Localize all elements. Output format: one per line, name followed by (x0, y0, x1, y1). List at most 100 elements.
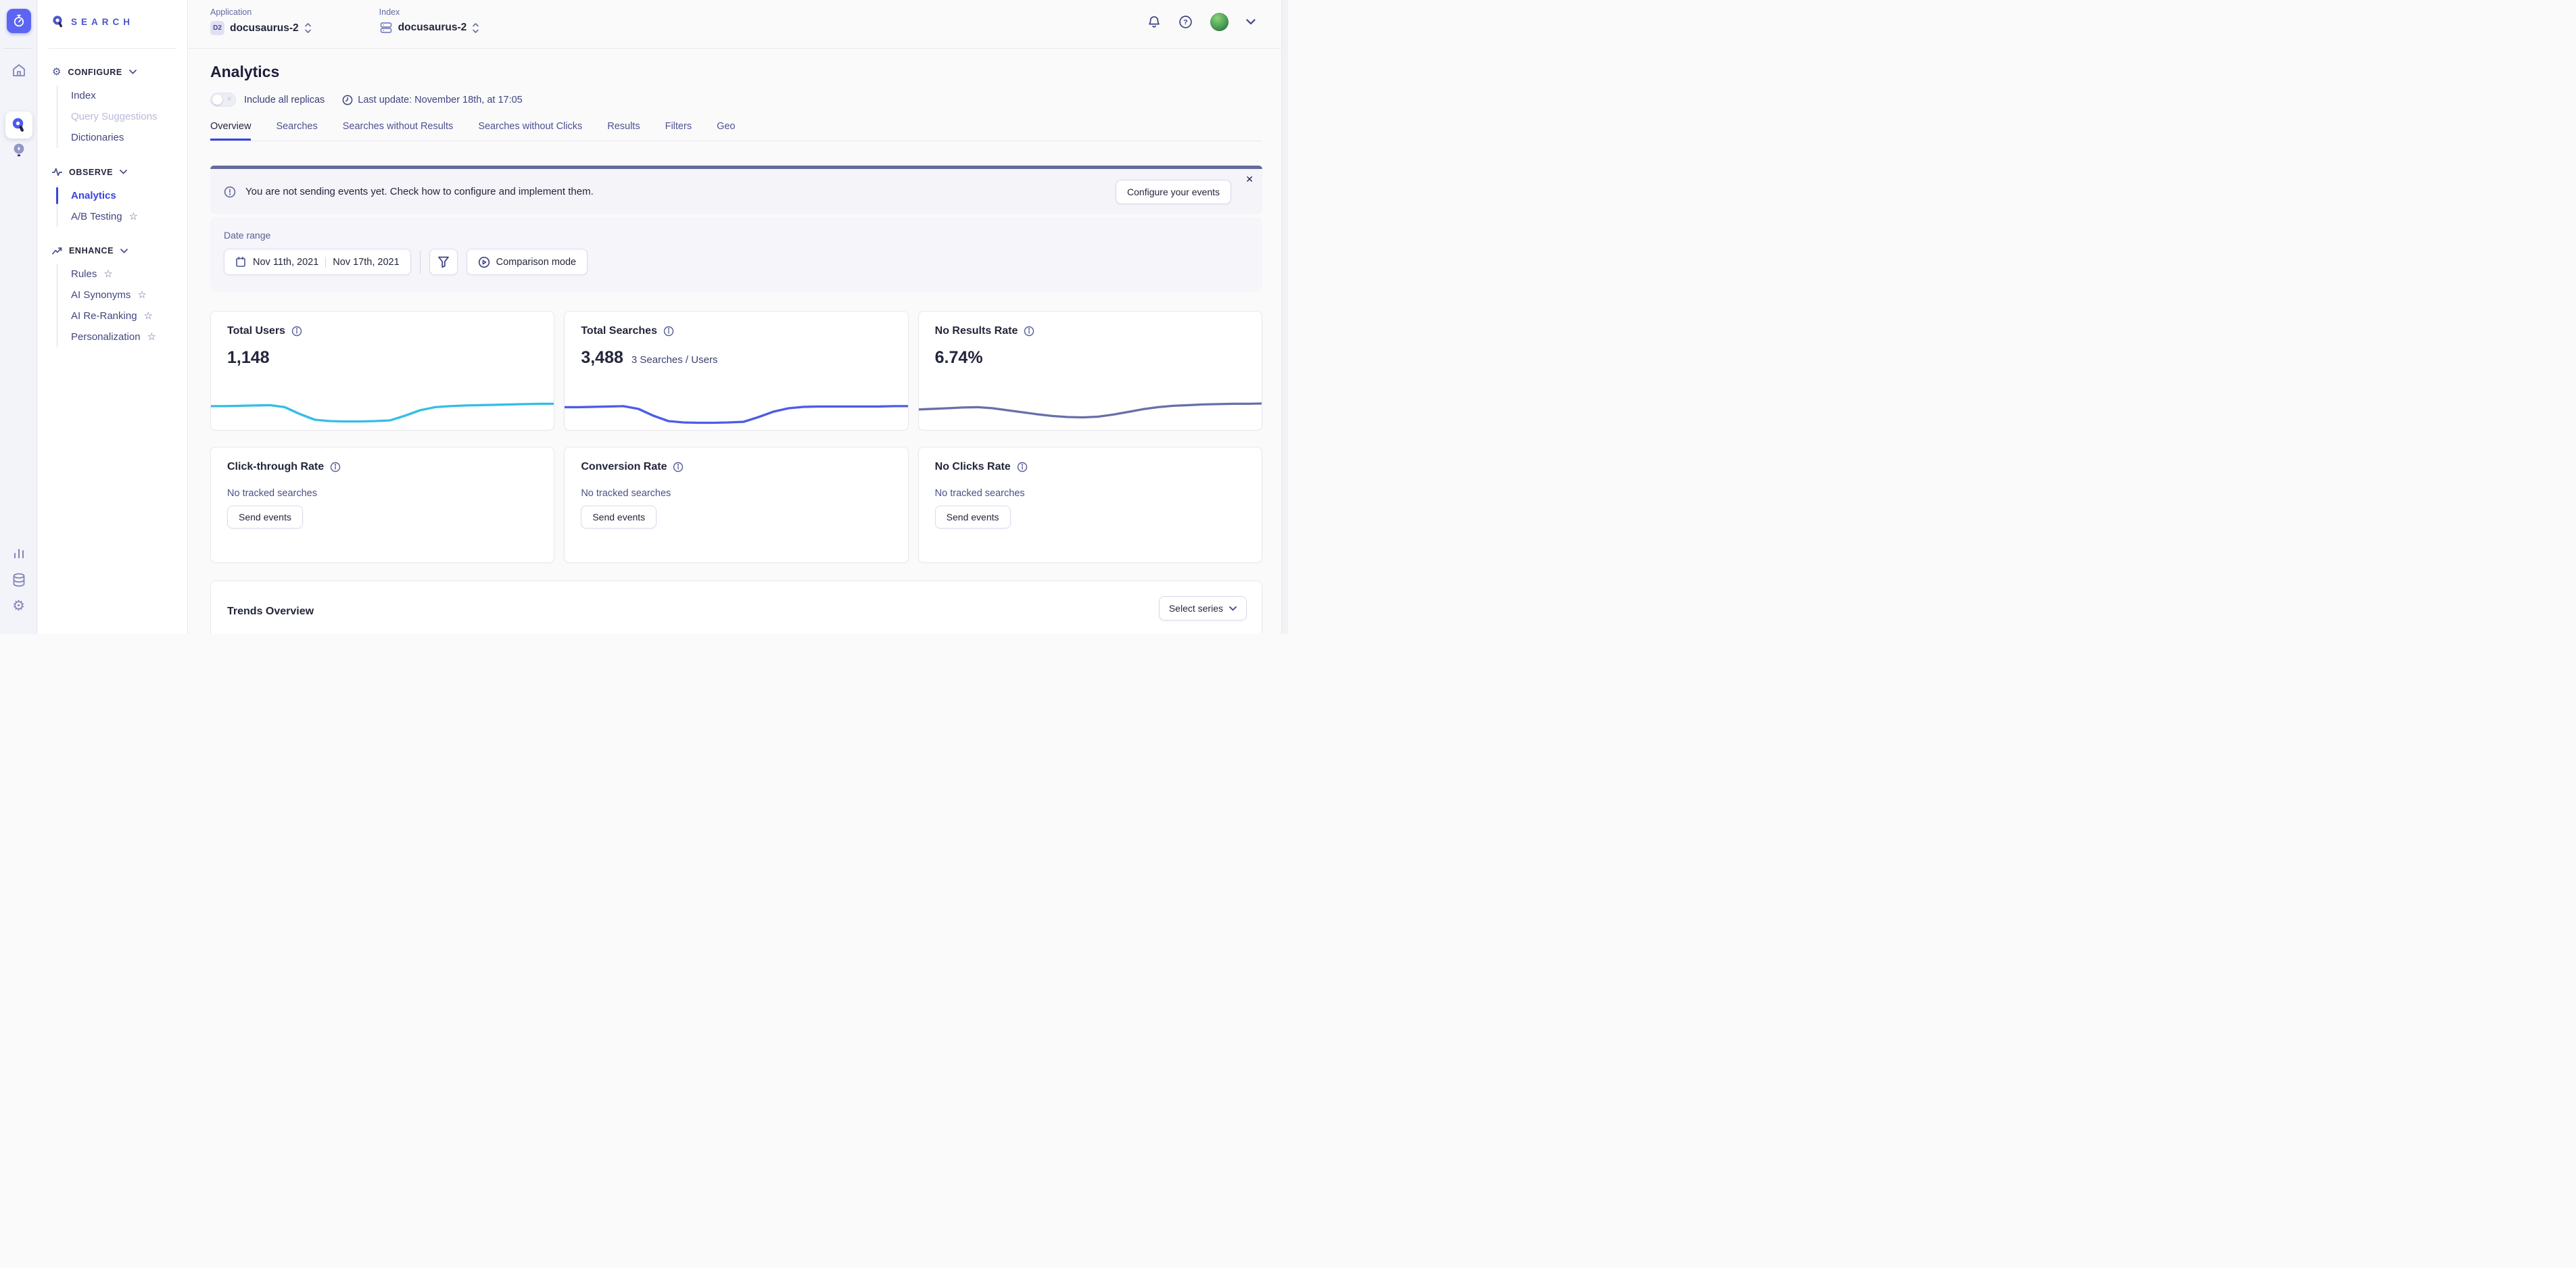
toggle-knob (212, 95, 222, 105)
rail-home-button[interactable] (0, 62, 37, 78)
home-icon (11, 62, 27, 78)
select-series-button[interactable]: Select series (1159, 596, 1247, 620)
close-icon[interactable]: ✕ (1245, 174, 1254, 185)
tab-searches-without-clicks[interactable]: Searches without Clicks (478, 121, 582, 141)
include-replicas-label: Include all replicas (244, 95, 325, 105)
nav-section-enhance: ENHANCE Rules☆ AI Synonyms☆ AI Re-Rankin… (52, 243, 181, 347)
date-range-label: Date range (224, 230, 1249, 241)
timer-icon (11, 14, 26, 28)
tab-filters[interactable]: Filters (665, 121, 692, 141)
help-button[interactable]: ? (1178, 15, 1193, 29)
empty-note: No tracked searches (227, 488, 538, 499)
select-chevrons-icon (304, 22, 312, 34)
sidebar-item-personalization[interactable]: Personalization☆ (71, 326, 181, 347)
sidebar-item-ai-re-ranking[interactable]: AI Re-Ranking☆ (71, 306, 181, 326)
page-content: Analytics ✕ Include all replicas Last up… (188, 49, 1281, 634)
chevron-down-icon (120, 170, 127, 174)
rail-recommend-button[interactable] (0, 142, 37, 160)
info-icon[interactable] (291, 326, 302, 337)
nav-items: Rules☆ AI Synonyms☆ AI Re-Ranking☆ Perso… (57, 264, 181, 347)
tab-geo[interactable]: Geo (717, 121, 735, 141)
nav-section-configure-header[interactable]: ⚙︎ CONFIGURE (52, 64, 181, 80)
user-menu-button[interactable] (1246, 19, 1256, 25)
search-icon (11, 117, 27, 133)
product-logo-text: SEARCH (71, 17, 134, 27)
date-end: Nov 17th, 2021 (333, 257, 399, 268)
sidebar-item-dictionaries[interactable]: Dictionaries (71, 127, 181, 148)
sidebar-divider (49, 48, 176, 49)
total-searches-card: Total Searches 3,488 3 Searches / Users (564, 311, 908, 431)
star-icon[interactable]: ☆ (103, 269, 112, 279)
star-icon[interactable]: ☆ (144, 311, 153, 321)
tab-searches-without-results[interactable]: Searches without Results (343, 121, 454, 141)
star-icon[interactable]: ☆ (147, 332, 156, 342)
app-rail: ⚙︎ (0, 0, 37, 634)
sidebar-item-ab-testing[interactable]: A/B Testing☆ (71, 206, 181, 227)
chevron-down-icon (129, 70, 137, 74)
trends-overview-card: Trends Overview Select series (210, 581, 1262, 634)
vertical-scrollbar[interactable] (1281, 0, 1288, 634)
rail-settings-button[interactable]: ⚙︎ (0, 599, 37, 613)
send-events-button[interactable]: Send events (227, 506, 303, 529)
last-update-text: Last update: November 18th, at 17:05 (358, 95, 522, 105)
info-icon[interactable] (673, 462, 684, 472)
nav-section-label: ENHANCE (69, 246, 114, 255)
product-logo[interactable]: SEARCH (52, 15, 134, 29)
notifications-button[interactable] (1147, 15, 1161, 29)
rail-usage-button[interactable] (0, 545, 37, 560)
info-icon[interactable] (1024, 326, 1034, 337)
rail-data-button[interactable] (0, 572, 37, 588)
send-events-button[interactable]: Send events (935, 506, 1011, 529)
page-title: Analytics (210, 63, 1262, 81)
nav-section-observe-header[interactable]: OBSERVE (52, 164, 181, 180)
total-users-card: Total Users 1,148 (210, 311, 554, 431)
sidebar-item-rules[interactable]: Rules☆ (71, 264, 181, 285)
tab-results[interactable]: Results (607, 121, 640, 141)
card-title: No Results Rate (935, 325, 1018, 337)
info-icon[interactable] (330, 462, 341, 472)
star-icon[interactable]: ☆ (137, 290, 146, 300)
bar-chart-icon (11, 545, 26, 560)
calendar-icon (235, 256, 246, 268)
events-banner: You are not sending events yet. Check ho… (210, 166, 1262, 214)
date-start: Nov 11th, 2021 (253, 257, 318, 268)
no-results-rate-card: No Results Rate 6.74% (918, 311, 1262, 431)
info-icon[interactable] (1017, 462, 1028, 472)
info-icon[interactable] (663, 326, 674, 337)
sidebar-item-query-suggestions[interactable]: Query Suggestions (71, 106, 181, 127)
no-clicks-rate-card: No Clicks Rate No tracked searches Send … (918, 447, 1262, 563)
index-selector[interactable]: docusaurus-2 (379, 21, 480, 34)
include-replicas-toggle[interactable]: ✕ (210, 93, 236, 107)
filter-button[interactable] (429, 249, 458, 275)
svg-text:?: ? (1183, 18, 1187, 26)
sidebar-item-analytics[interactable]: Analytics (71, 185, 181, 206)
pulse-icon (52, 167, 62, 177)
nav-section-enhance-header[interactable]: ENHANCE (52, 243, 181, 258)
date-separator (325, 257, 326, 268)
index-label: Index (379, 7, 480, 17)
sidebar-item-index[interactable]: Index (71, 85, 181, 106)
rail-search-button[interactable] (5, 112, 32, 139)
star-icon[interactable]: ☆ (129, 212, 138, 222)
trending-up-icon (52, 247, 62, 255)
app-switcher-button[interactable] (7, 9, 31, 33)
comparison-mode-button[interactable]: Comparison mode (467, 249, 588, 275)
configure-events-button[interactable]: Configure your events (1116, 180, 1231, 204)
sidebar-item-ai-synonyms[interactable]: AI Synonyms☆ (71, 285, 181, 306)
application-selector[interactable]: D2 docusaurus-2 (210, 21, 312, 35)
empty-note: No tracked searches (935, 488, 1245, 499)
info-icon (224, 186, 236, 198)
total-users-sparkline (210, 388, 554, 427)
tab-overview[interactable]: Overview (210, 121, 251, 141)
avatar[interactable] (1210, 13, 1229, 31)
date-range-picker[interactable]: Nov 11th, 2021 Nov 17th, 2021 (224, 249, 411, 275)
application-selector-block: Application D2 docusaurus-2 (210, 7, 312, 35)
send-events-button[interactable]: Send events (581, 506, 657, 529)
select-series-label: Select series (1169, 603, 1223, 614)
top-bar: Application D2 docusaurus-2 Index docusa… (188, 0, 1281, 48)
chevron-down-icon (1229, 606, 1237, 611)
tab-searches[interactable]: Searches (276, 121, 317, 141)
no-results-rate-sparkline (918, 388, 1262, 427)
sidebar: SEARCH ⚙︎ CONFIGURE Index Query Suggesti… (38, 0, 188, 634)
metric-value: 3,488 (581, 348, 623, 368)
